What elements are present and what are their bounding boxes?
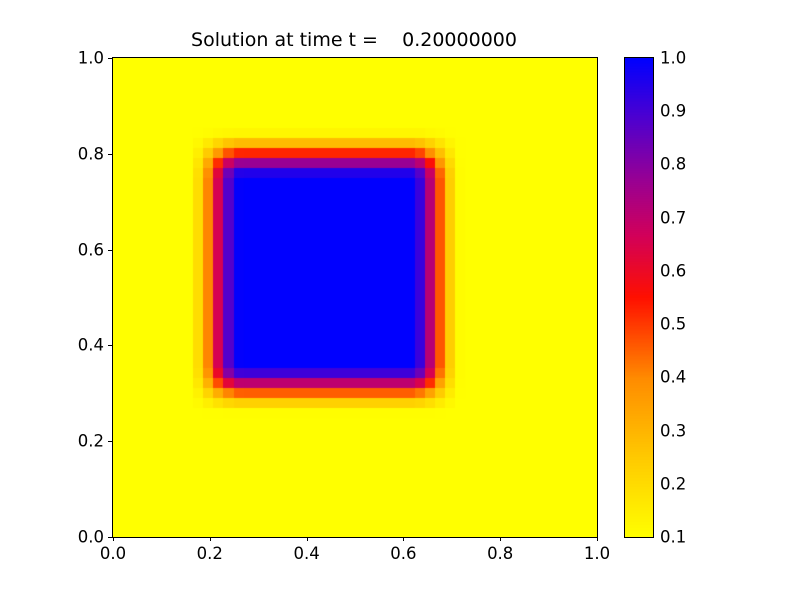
x-tick-label: 0.6: [390, 544, 417, 563]
x-tick-mark: [597, 537, 598, 541]
colorbar-tick-label: 0.7: [660, 208, 687, 228]
x-tick-mark: [113, 537, 114, 541]
x-tick-mark: [500, 537, 502, 541]
colorbar-tick-label: 0.4: [660, 367, 687, 387]
page-title: Solution at time t = 0.20000000: [191, 29, 517, 51]
colorbar-tick-label: 0.8: [660, 154, 687, 174]
y-tick-label: 0.4: [77, 335, 104, 355]
colorbar-gradient: [625, 58, 653, 537]
colorbar-tick-label: 0.6: [660, 261, 687, 281]
colorbar-tick-label: 1.0: [660, 48, 687, 68]
x-tick-mark: [306, 537, 308, 541]
colorbar[interactable]: [624, 57, 654, 538]
colorbar-tick-label: 0.1: [660, 527, 687, 547]
colorbar-tick-label: 0.2: [660, 474, 687, 494]
x-tick-label: 1.0: [583, 544, 611, 563]
y-tick-label: 0.2: [77, 431, 104, 451]
x-tick-mark: [403, 537, 405, 541]
colorbar-tick-label: 0.3: [660, 421, 687, 441]
y-tick-mark: [108, 345, 112, 347]
y-tick-mark: [108, 537, 112, 538]
x-tick-label: 0.2: [196, 544, 223, 563]
y-tick-mark: [108, 153, 112, 155]
x-tick-mark: [209, 537, 211, 541]
y-tick-label: 0.6: [77, 240, 104, 260]
y-tick-mark: [108, 58, 112, 59]
y-tick-mark: [108, 249, 112, 251]
x-tick-label: 0.4: [293, 544, 320, 563]
colorbar-tick-label: 0.5: [660, 314, 687, 334]
y-tick-label: 0.0: [77, 527, 104, 547]
y-tick-label: 0.8: [77, 144, 104, 164]
y-tick-mark: [108, 441, 112, 443]
colorbar-tick-label: 0.9: [660, 101, 687, 121]
heatmap-image: [113, 58, 597, 537]
y-tick-label: 1.0: [77, 48, 104, 68]
heatmap-axes[interactable]: [112, 57, 598, 538]
x-tick-label: 0.0: [99, 544, 127, 563]
x-tick-label: 0.8: [487, 544, 514, 563]
